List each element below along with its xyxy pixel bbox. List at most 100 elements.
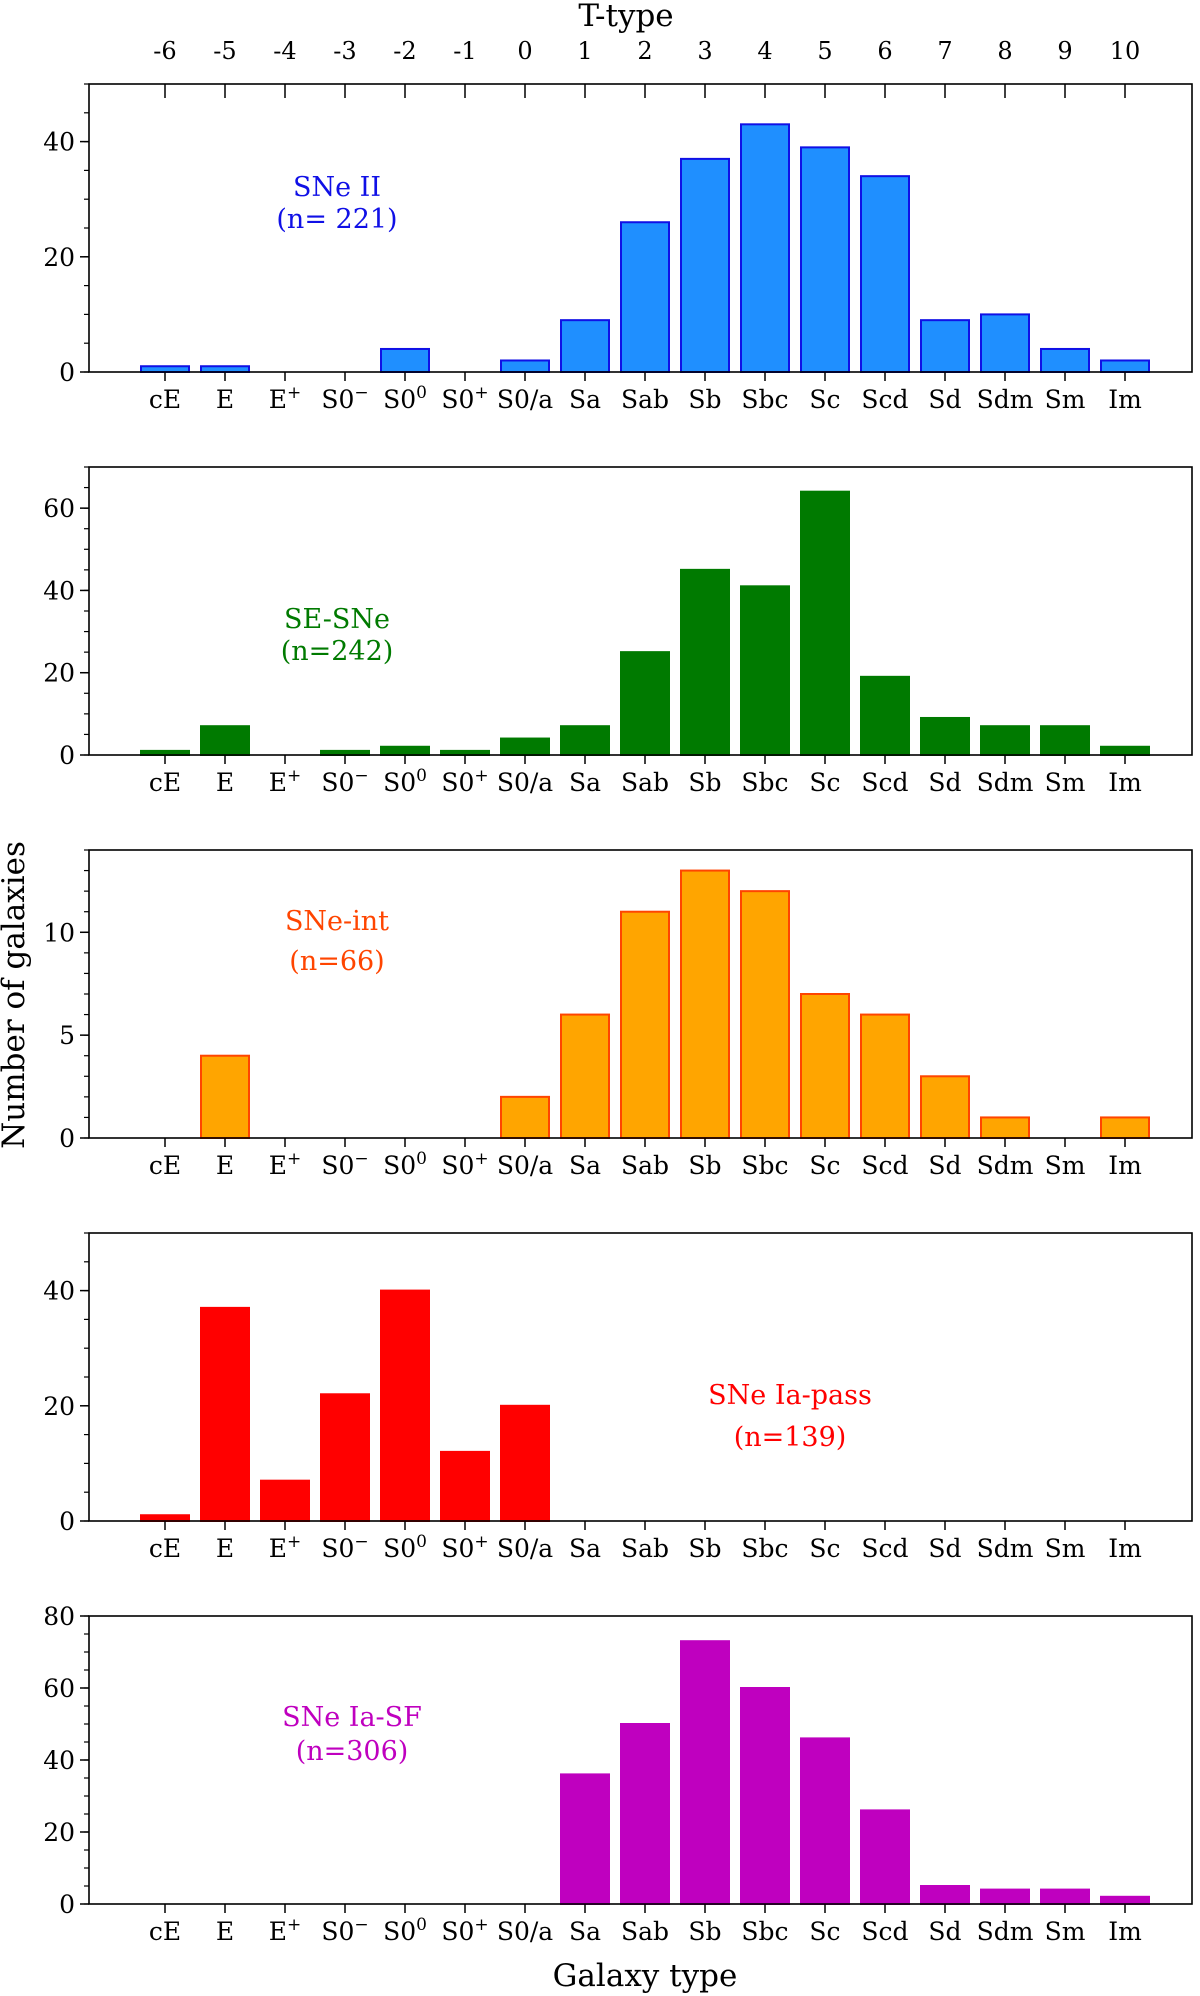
category-name: Sm [1045,1151,1086,1180]
category-name: S0 [441,768,474,797]
category-name: Sa [569,1534,601,1563]
bar [560,1013,610,1139]
x-tick-label: S0/a [497,385,553,414]
x-tick-label: Sbc [741,1917,788,1946]
top-axis-ticks: -6 -5 -4 -3 -2 -1 0 1 2 3 4 5 6 7 8 9 10 [153,37,1140,98]
x-tick-label: E [216,1917,234,1946]
x-tick-label: S0− [321,1149,368,1180]
bar [740,1687,790,1905]
category-name: S0 [441,1917,474,1946]
x-tick-label: Im [1108,1534,1142,1563]
x-tick-label: Sc [809,1917,840,1946]
category-name: E [216,768,234,797]
category-name: E [269,768,287,797]
category-superscript: + [287,383,301,403]
y-tick-label: 40 [43,576,75,605]
category-name: Scd [861,1534,908,1563]
panel-count-label: (n=66) [289,946,384,977]
bar [860,1013,910,1139]
x-tick-label: S0+ [441,383,488,414]
y-tick-label: 60 [43,1674,75,1703]
top-axis-tick-label: 6 [877,37,892,65]
x-tick-label: Sbc [741,1151,788,1180]
category-superscript: − [354,383,368,403]
category-name: Sa [569,768,601,797]
x-tick-label: E+ [269,383,302,414]
x-tick-label: E+ [269,766,302,797]
x-tick-label: Sm [1045,1917,1086,1946]
axes-frame [88,1232,1193,1522]
category-name: Sb [688,768,721,797]
top-axis-title: T-type [578,0,673,34]
bar [1100,359,1150,374]
bar [680,157,730,373]
category-name: Sb [688,1151,721,1180]
category-name: Sab [621,1151,669,1180]
bar [620,651,670,757]
y-tick-label: 20 [43,659,75,688]
x-tick-label: Scd [861,1917,908,1946]
category-superscript: − [354,1149,368,1169]
category-superscript: 0 [416,383,427,403]
category-name: Sb [688,1917,721,1946]
y-tick-label: 5 [59,1021,75,1050]
category-name: S0 [441,385,474,414]
x-tick-label: S0− [321,383,368,414]
x-tick-label: Sab [621,1151,669,1180]
bar [200,365,250,373]
x-tick-label: Im [1108,385,1142,414]
bar [920,319,970,374]
category-name: S0/a [497,1917,553,1946]
bar [680,869,730,1139]
bar [500,1095,550,1140]
top-axis-tick-label: 8 [997,37,1012,65]
bar [200,725,250,757]
x-tick-label: Sb [688,1917,721,1946]
category-name: E [269,1534,287,1563]
category-name: Sdm [977,1534,1034,1563]
category-name: Im [1108,1534,1142,1563]
x-tick-label: Sdm [977,1151,1034,1180]
category-name: S0 [441,1534,474,1563]
category-superscript: + [474,383,488,403]
category-superscript: + [287,1532,301,1552]
category-superscript: + [474,1532,488,1552]
bar [740,585,790,756]
bar [260,1479,310,1523]
x-tick-label: cE [149,385,181,414]
category-name: S0/a [497,768,553,797]
category-name: Sb [688,385,721,414]
bar [860,1809,910,1906]
x-tick-label: Sab [621,385,669,414]
y-tick-label: 0 [59,741,75,770]
bar [1040,347,1090,373]
x-tick-label: S0− [321,1915,368,1946]
category-name: E [269,385,287,414]
x-tick-label: S0− [321,766,368,797]
bar [980,313,1030,373]
bar [560,1773,610,1906]
x-tick-label: Sb [688,768,721,797]
bar [380,1289,430,1522]
category-name: Scd [861,1151,908,1180]
x-tick-label: Sdm [977,768,1034,797]
x-tick-label: Sa [569,768,601,797]
y-tick-label: 20 [43,1818,75,1847]
y-tick-label: 10 [43,918,75,947]
bar [500,1404,550,1523]
x-tick-label: Sdm [977,1534,1034,1563]
category-name: S0 [383,1534,416,1563]
category-name: Sa [569,1917,601,1946]
category-name: cE [149,1917,181,1946]
top-axis-tick-label: -5 [213,37,236,65]
category-name: Sbc [741,1917,788,1946]
x-tick-label: Sc [809,1151,840,1180]
bar [560,725,610,757]
category-name: cE [149,1151,181,1180]
category-name: S0/a [497,385,553,414]
category-superscript: + [474,766,488,786]
panel-label: SNe-int [285,906,389,937]
panel-label: SE-SNe [284,604,390,635]
